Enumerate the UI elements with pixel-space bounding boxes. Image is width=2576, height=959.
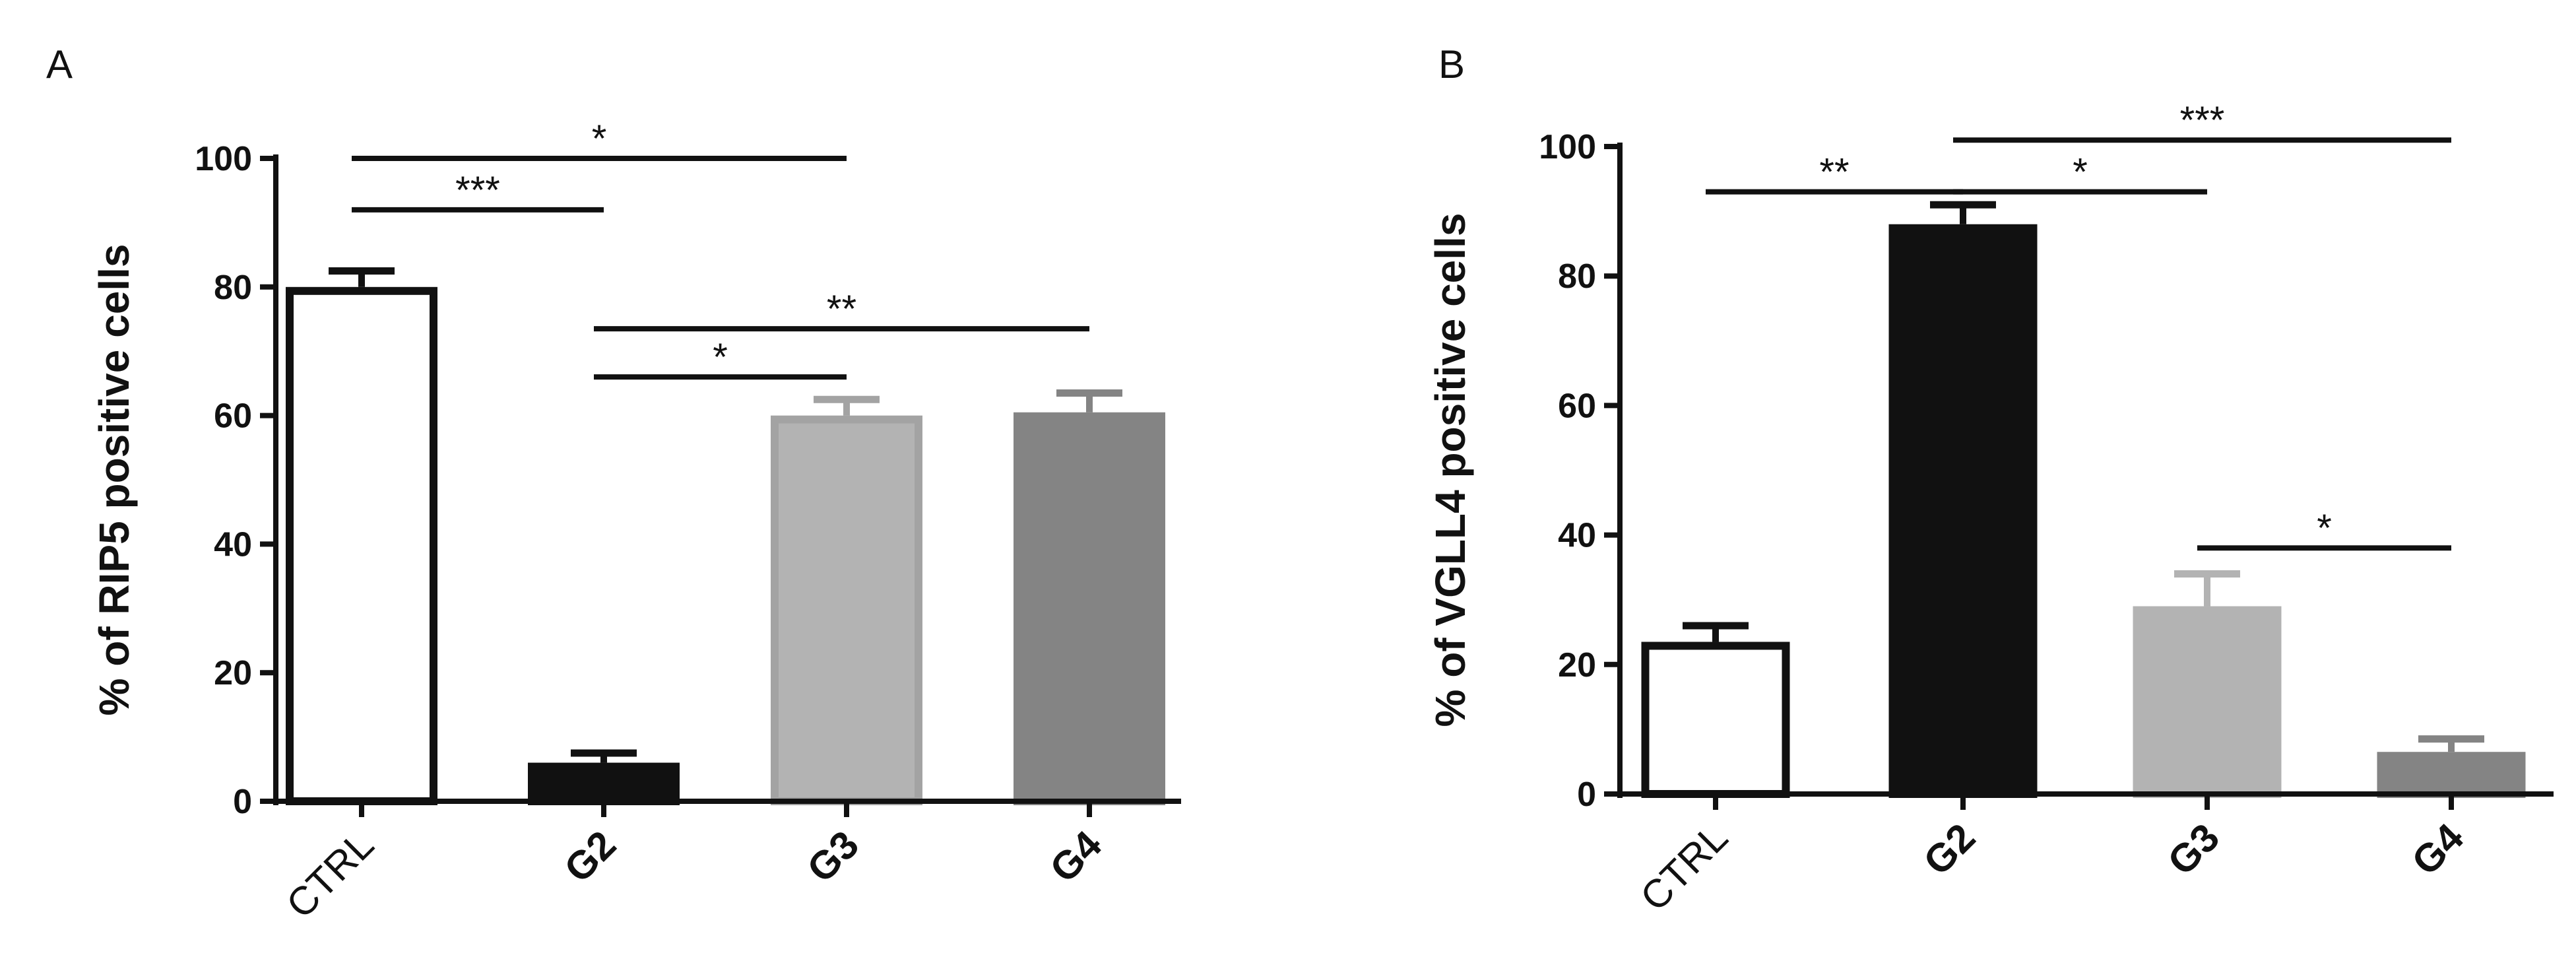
y-tick-label: 80: [1558, 257, 1596, 296]
bar-ctrl: [286, 286, 437, 805]
y-tick-label: 100: [195, 140, 252, 178]
x-tick-label: CTRL: [278, 822, 382, 927]
x-tick-label: G4: [1041, 822, 1110, 890]
y-tick-label: 40: [1558, 517, 1596, 555]
significance-stars: **: [1819, 151, 1849, 194]
y-tick-label: 20: [214, 654, 252, 692]
panel-letter: B: [1438, 42, 1465, 86]
significance-stars: ***: [2180, 99, 2225, 142]
bar-g3: [2133, 606, 2282, 798]
x-tick-label: G2: [556, 822, 624, 891]
y-tick-label: 0: [1577, 776, 1596, 814]
y-tick-label: 80: [214, 269, 252, 307]
x-tick-label: G3: [798, 822, 867, 891]
y-axis-label: % of VGLL4 positive cells: [1427, 213, 1474, 727]
significance-stars: *: [2317, 507, 2332, 550]
bar-ctrl: [1641, 642, 1790, 799]
significance-stars: ***: [455, 169, 500, 212]
significance-stars: **: [827, 288, 856, 331]
bar-g3: [771, 415, 922, 805]
bar-g4: [2377, 752, 2526, 798]
bar-g2: [1888, 224, 2038, 799]
y-tick-label: 0: [233, 783, 252, 821]
x-tick-label: CTRL: [1632, 815, 1736, 919]
x-tick-label: G3: [2159, 815, 2228, 884]
panel-letter: A: [46, 42, 73, 86]
significance-stars: *: [2073, 151, 2088, 194]
x-tick-label: G4: [2403, 814, 2472, 883]
y-tick-label: 20: [1558, 646, 1596, 684]
significance-stars: *: [592, 117, 607, 160]
panel-b: B % of VGLL4 positive cells 0 20 40 60 80 100 CT…: [1427, 42, 2554, 919]
significance-stars: *: [713, 336, 728, 379]
panel-a: A % of RIP5 positive cells 0 20 40 60 80 100 CTR…: [46, 42, 1181, 927]
y-tick-label: 40: [214, 525, 252, 564]
y-tick-label: 100: [1539, 128, 1596, 166]
bar-g2: [528, 762, 680, 806]
bar-g4: [1014, 412, 1165, 805]
y-tick-label: 60: [1558, 387, 1596, 425]
y-tick-label: 60: [214, 397, 252, 436]
x-tick-label: G2: [1915, 815, 1983, 884]
y-axis-label: % of RIP5 positive cells: [90, 244, 138, 716]
